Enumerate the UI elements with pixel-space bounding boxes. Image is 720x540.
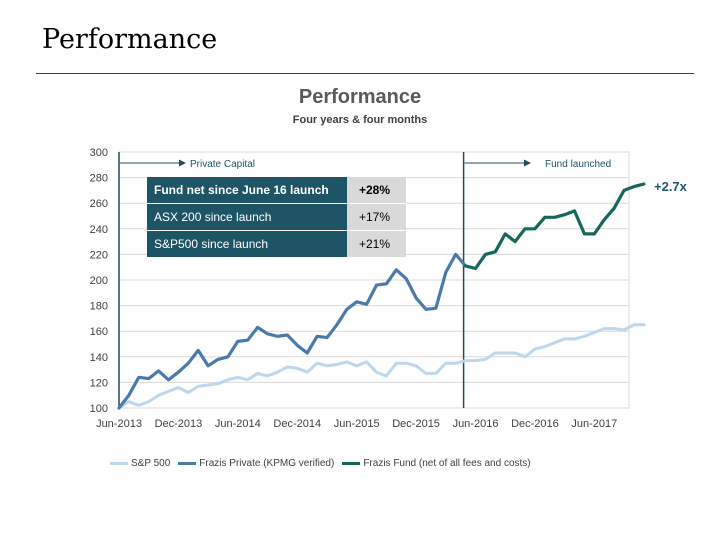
stats-row-asx: ASX 200 since launch +17% <box>147 203 406 231</box>
y-tick-label: 200 <box>90 275 108 287</box>
stats-value: +28% <box>347 177 406 204</box>
legend-swatch <box>110 462 128 465</box>
legend-label: S&P 500 <box>131 458 171 469</box>
chart-title: Performance <box>298 86 422 108</box>
chart-legend: S&P 500 Frazis Private (KPMG verified) F… <box>110 458 539 469</box>
x-tick-label: Dec-2014 <box>273 418 321 430</box>
y-tick-label: 300 <box>90 147 108 159</box>
x-tick-label: Dec-2016 <box>511 418 559 430</box>
x-tick-label: Jun-2014 <box>215 418 261 430</box>
stats-label: Fund net since June 16 launch <box>147 177 347 204</box>
legend-item-frazis-fund: Frazis Fund (net of all fees and costs) <box>342 458 531 469</box>
x-tick-label: Jun-2013 <box>96 418 142 430</box>
y-tick-label: 160 <box>90 326 108 338</box>
chart-subtitle: Four years & four months <box>292 114 428 126</box>
y-tick-label: 240 <box>90 224 108 236</box>
legend-item-frazis-private: Frazis Private (KPMG verified) <box>178 458 334 469</box>
legend-item-sp500: S&P 500 <box>110 458 170 469</box>
series-line-frazis-fund <box>464 182 646 271</box>
stats-value: +21% <box>347 230 406 258</box>
stats-label: S&P500 since launch <box>147 230 347 258</box>
series-line-sp500 <box>117 323 646 410</box>
performance-stats-table: Fund net since June 16 launch +28% ASX 2… <box>147 177 406 258</box>
stats-value: +17% <box>347 203 406 231</box>
x-tick-label: Jun-2016 <box>453 418 499 430</box>
x-tick-label: Jun-2017 <box>571 418 617 430</box>
stats-row-sp500: S&P500 since launch +21% <box>147 230 406 258</box>
stats-label: ASX 200 since launch <box>147 203 347 231</box>
x-tick-label: Dec-2015 <box>392 418 440 430</box>
legend-label: Frazis Private (KPMG verified) <box>199 458 335 469</box>
series-line-frazis-private <box>117 252 468 410</box>
fund-launched-arrow-head <box>524 159 531 167</box>
legend-swatch <box>342 462 361 465</box>
annotation-fund-launched: Fund launched <box>545 159 611 170</box>
y-tick-label: 140 <box>90 352 108 364</box>
legend-label: Frazis Fund (net of all fees and costs) <box>363 458 531 469</box>
y-tick-label: 120 <box>90 377 108 389</box>
title-divider <box>36 73 694 74</box>
legend-swatch <box>178 462 197 465</box>
y-tick-label: 180 <box>90 301 108 313</box>
y-tick-label: 100 <box>90 403 108 415</box>
y-tick-label: 280 <box>90 173 108 185</box>
y-tick-label: 260 <box>90 198 108 210</box>
stats-row-fund: Fund net since June 16 launch +28% <box>147 177 406 204</box>
annotation-private-capital: Private Capital <box>190 159 255 170</box>
y-tick-label: 220 <box>90 249 108 261</box>
x-tick-label: Jun-2015 <box>334 418 380 430</box>
x-tick-label: Dec-2013 <box>155 418 203 430</box>
slide-title: Performance <box>42 24 218 55</box>
private-capital-arrow-head <box>179 159 186 167</box>
growth-multiple-label: +2.7x <box>654 179 687 194</box>
